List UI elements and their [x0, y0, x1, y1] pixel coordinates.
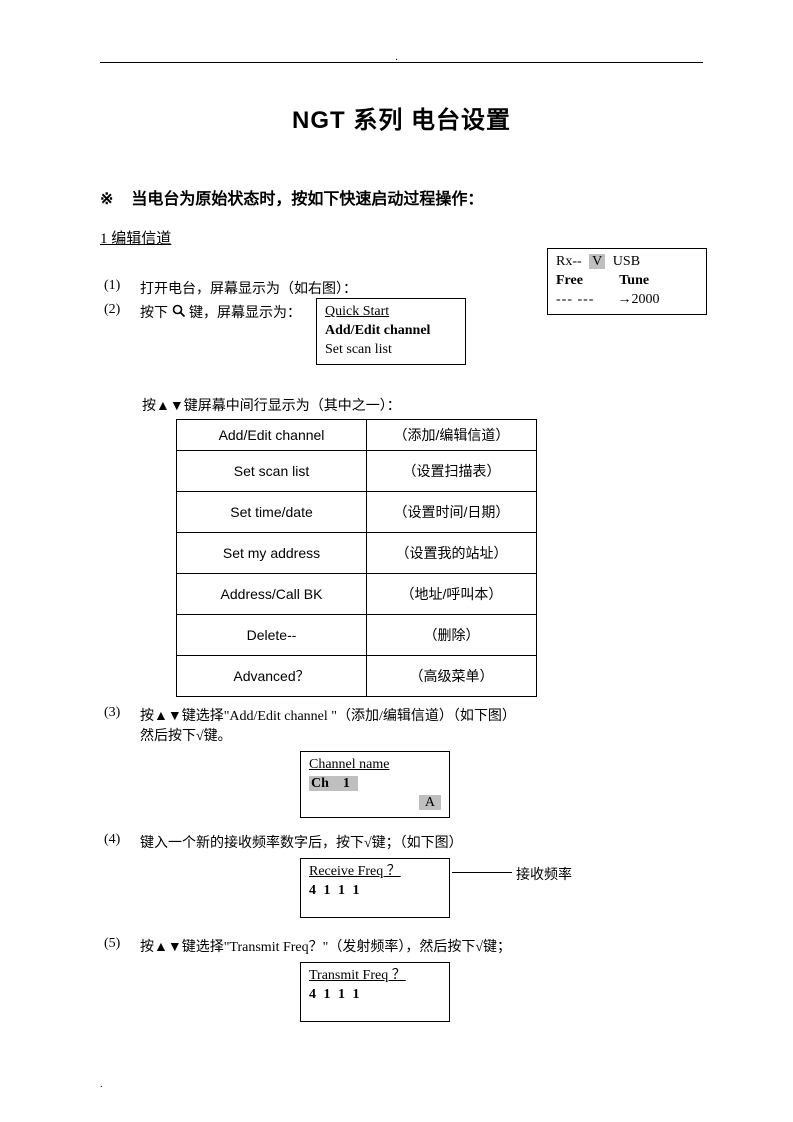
step-5: (5) 按▲▼键选择"Transmit Freq？"（发射频率），然后按下√键；… — [100, 936, 703, 1022]
step-2b-text: 按▲▼键屏幕中间行显示为（其中之一）： — [142, 395, 703, 415]
step-2-num: (2) — [100, 302, 140, 323]
menu-cell-en: Address/Call BK — [177, 574, 367, 615]
magnifier-icon — [172, 304, 186, 323]
disp1-v: V — [589, 254, 605, 269]
callout-label: 接收频率 — [516, 864, 572, 884]
disp3-chnum: 1 — [343, 776, 350, 791]
disp1-usb: USB — [613, 254, 640, 269]
disp5-line1: Transmit Freq ？ — [309, 967, 441, 986]
step-4-text: 键入一个新的接收频率数字后，按下√键；（如下图） — [140, 832, 703, 852]
step-3-num: (3) — [100, 705, 140, 818]
section-1-heading: 1 编辑信道 — [100, 227, 703, 248]
menu-cell-en: Advanced？ — [177, 656, 367, 697]
menu-table: Add/Edit channel（添加/编辑信道）Set scan list（设… — [176, 419, 537, 697]
callout-line — [452, 872, 512, 873]
menu-cell-en: Set time/date — [177, 492, 367, 533]
disp5-line2: 4 1 1 1 — [309, 986, 441, 1005]
disp3-a: A — [419, 795, 441, 810]
bottom-dot: . — [100, 1079, 103, 1090]
step-3: (3) 按▲▼键选择"Add/Edit channel "（添加/编辑信道）（如… — [100, 705, 703, 818]
disp2-line1: Quick Start — [325, 303, 457, 322]
page-title: NGT 系列 电台设置 — [100, 100, 703, 135]
intro-line: ※ 当电台为原始状态时，按如下快速启动过程操作： — [100, 185, 703, 209]
menu-cell-zh: （设置扫描表） — [367, 451, 537, 492]
menu-row: Add/Edit channel（添加/编辑信道） — [177, 420, 537, 451]
menu-row: Set scan list（设置扫描表） — [177, 451, 537, 492]
display-box-receive-freq: Receive Freq ？ 4 1 1 1 — [300, 858, 450, 918]
menu-row: Advanced？（高级菜单） — [177, 656, 537, 697]
disp1-free: Free — [556, 272, 616, 291]
step-1-num: (1) — [100, 278, 140, 298]
menu-row: Address/Call BK（地址/呼叫本） — [177, 574, 537, 615]
disp4-line1: Receive Freq ？ — [309, 863, 441, 882]
display-box-channel-name: Channel name Ch 1 A — [300, 751, 450, 818]
menu-cell-zh: （设置我的站址） — [367, 533, 537, 574]
menu-cell-en: Add/Edit channel — [177, 420, 367, 451]
page: . NGT 系列 电台设置 ※ 当电台为原始状态时，按如下快速启动过程操作： 1 … — [0, 0, 793, 1122]
menu-cell-en: Set my address — [177, 533, 367, 574]
disp1-rx: Rx-- — [556, 254, 582, 269]
step-5-text: 按▲▼键选择"Transmit Freq？"（发射频率），然后按下√键； — [140, 936, 703, 956]
menu-cell-en: Set scan list — [177, 451, 367, 492]
top-rule — [100, 62, 703, 63]
disp3-line1: Channel name — [309, 756, 441, 775]
menu-cell-zh: （删除） — [367, 615, 537, 656]
disp2-line3: Set scan list — [325, 341, 457, 360]
step-1-text: 打开电台，屏幕显示为（如右图）： — [140, 282, 357, 297]
menu-row: Delete--（删除） — [177, 615, 537, 656]
disp1-tune: Tune — [619, 273, 649, 288]
menu-cell-en: Delete-- — [177, 615, 367, 656]
menu-cell-zh: （地址/呼叫本） — [367, 574, 537, 615]
step-2-prefix: 按下 — [140, 306, 168, 321]
menu-row: Set time/date（设置时间/日期） — [177, 492, 537, 533]
menu-row: Set my address（设置我的站址） — [177, 533, 537, 574]
step-2: (2) 按下 键，屏幕显示为： Quick Start Add/Edit cha… — [100, 302, 703, 323]
disp3-ch: Ch — [311, 776, 329, 791]
intro-text: 当电台为原始状态时，按如下快速启动过程操作： — [131, 191, 483, 208]
intro-symbol: ※ — [100, 191, 113, 208]
step-5-num: (5) — [100, 936, 140, 1022]
step-3-line2: 然后按下√键。 — [140, 725, 703, 745]
menu-cell-zh: （添加/编辑信道） — [367, 420, 537, 451]
disp2-line2: Add/Edit channel — [325, 322, 457, 341]
step-2-suffix: 键，屏幕显示为： — [189, 306, 301, 321]
display-box-quickstart: Quick Start Add/Edit channel Set scan li… — [316, 298, 466, 365]
step-1: (1) 打开电台，屏幕显示为（如右图）： Rx-- V USB Free Tun… — [100, 278, 703, 298]
disp4-line2: 4 1 1 1 — [309, 882, 441, 901]
step-4: (4) 键入一个新的接收频率数字后，按下√键；（如下图） Receive Fre… — [100, 832, 703, 918]
step-3-line1: 按▲▼键选择"Add/Edit channel "（添加/编辑信道）（如下图） — [140, 705, 703, 725]
menu-cell-zh: （设置时间/日期） — [367, 492, 537, 533]
step-4-num: (4) — [100, 832, 140, 918]
display-box-transmit-freq: Transmit Freq ？ 4 1 1 1 — [300, 962, 450, 1022]
menu-cell-zh: （高级菜单） — [367, 656, 537, 697]
